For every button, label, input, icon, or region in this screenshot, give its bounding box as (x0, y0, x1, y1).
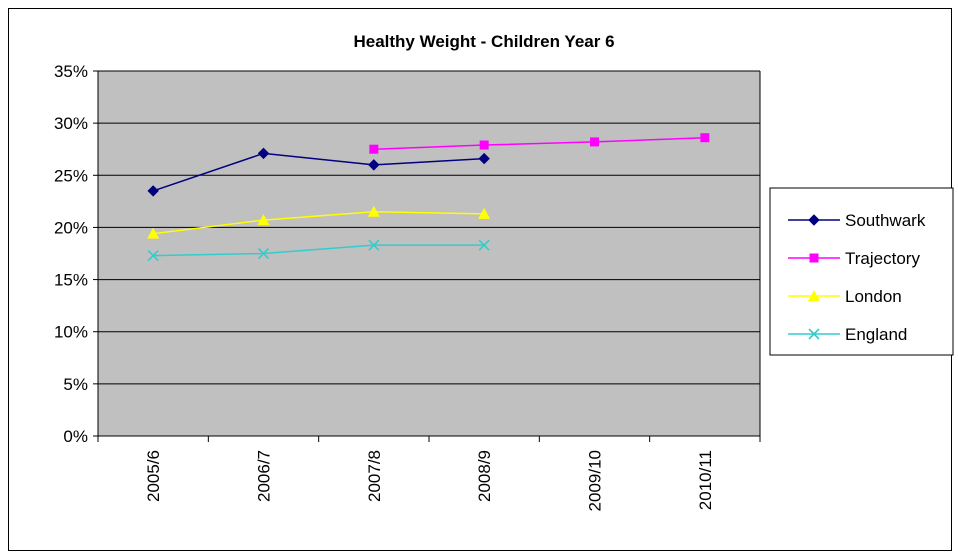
y-tick-label: 20% (54, 218, 88, 237)
series-line-southwark (152, 152, 485, 192)
square-marker (590, 137, 599, 147)
series-line-london (153, 211, 485, 235)
y-axis: 0% 5% 10% 15% 20% 25% 30% 35% (54, 62, 761, 446)
x-marker (478, 239, 490, 251)
diamond-marker (478, 152, 490, 165)
legend-box (769, 187, 954, 356)
y-tick-label: 25% (54, 166, 88, 185)
x-marker-stroke (478, 239, 490, 251)
series-trajectory (369, 133, 710, 154)
legend-item-london: London (788, 287, 902, 306)
x-axis: 2005/6 2006/7 2007/8 2008/9 2009/10 2010/11 (97, 435, 761, 511)
x-marker (368, 239, 380, 251)
diamond-marker (147, 185, 159, 197)
x-marker-stroke (147, 250, 159, 262)
square-marker (369, 144, 379, 154)
y-tick-label: 5% (63, 375, 88, 394)
x-marker (257, 247, 270, 260)
legend: Southwark Trajectory London England (769, 187, 954, 356)
x-tick-label: 2006/7 (255, 450, 274, 502)
legend-item-england: England (788, 325, 907, 344)
x-tick-label: 2009/10 (586, 450, 605, 511)
triangle-marker (147, 227, 160, 239)
x-marker (808, 328, 820, 340)
legend-label: Southwark (845, 211, 926, 230)
series-line-trajectory (373, 136, 705, 150)
series-england (147, 239, 490, 262)
legend-item-trajectory: Trajectory (788, 249, 920, 268)
legend-item-southwark: Southwark (788, 211, 926, 230)
triangle-marker (808, 290, 820, 301)
square-marker (479, 140, 489, 150)
y-tick-label: 0% (63, 427, 88, 446)
series-southwark (147, 147, 490, 197)
y-tick-label: 35% (54, 62, 88, 81)
x-marker-stroke (808, 328, 820, 340)
legend-label: London (845, 287, 902, 306)
square-marker (700, 133, 710, 143)
y-tick-label: 10% (54, 323, 88, 342)
x-tick-label: 2007/8 (365, 450, 384, 502)
gridlines (98, 70, 760, 385)
y-tick-label: 15% (54, 271, 88, 290)
legend-label: England (845, 325, 907, 344)
square-marker (809, 253, 819, 263)
diamond-marker (257, 147, 270, 160)
series-line-england (153, 244, 485, 257)
series-london (147, 205, 491, 239)
legend-label: Trajectory (845, 249, 920, 268)
diamond-marker (368, 159, 380, 171)
x-tick-label: 2010/11 (696, 450, 715, 510)
y-tick-label: 30% (54, 114, 88, 133)
triangle-marker (478, 207, 491, 219)
x-tick-label: 2008/9 (475, 450, 494, 502)
diamond-marker (808, 214, 820, 226)
x-marker-stroke (257, 247, 270, 260)
x-marker-stroke (368, 239, 380, 251)
triangle-marker (257, 214, 270, 226)
x-tick-label: 2005/6 (144, 450, 163, 502)
triangle-marker (367, 205, 380, 217)
x-marker (147, 250, 159, 262)
plot-area (98, 71, 760, 436)
series-layer (147, 133, 710, 262)
chart-title: Healthy Weight - Children Year 6 (353, 32, 614, 51)
